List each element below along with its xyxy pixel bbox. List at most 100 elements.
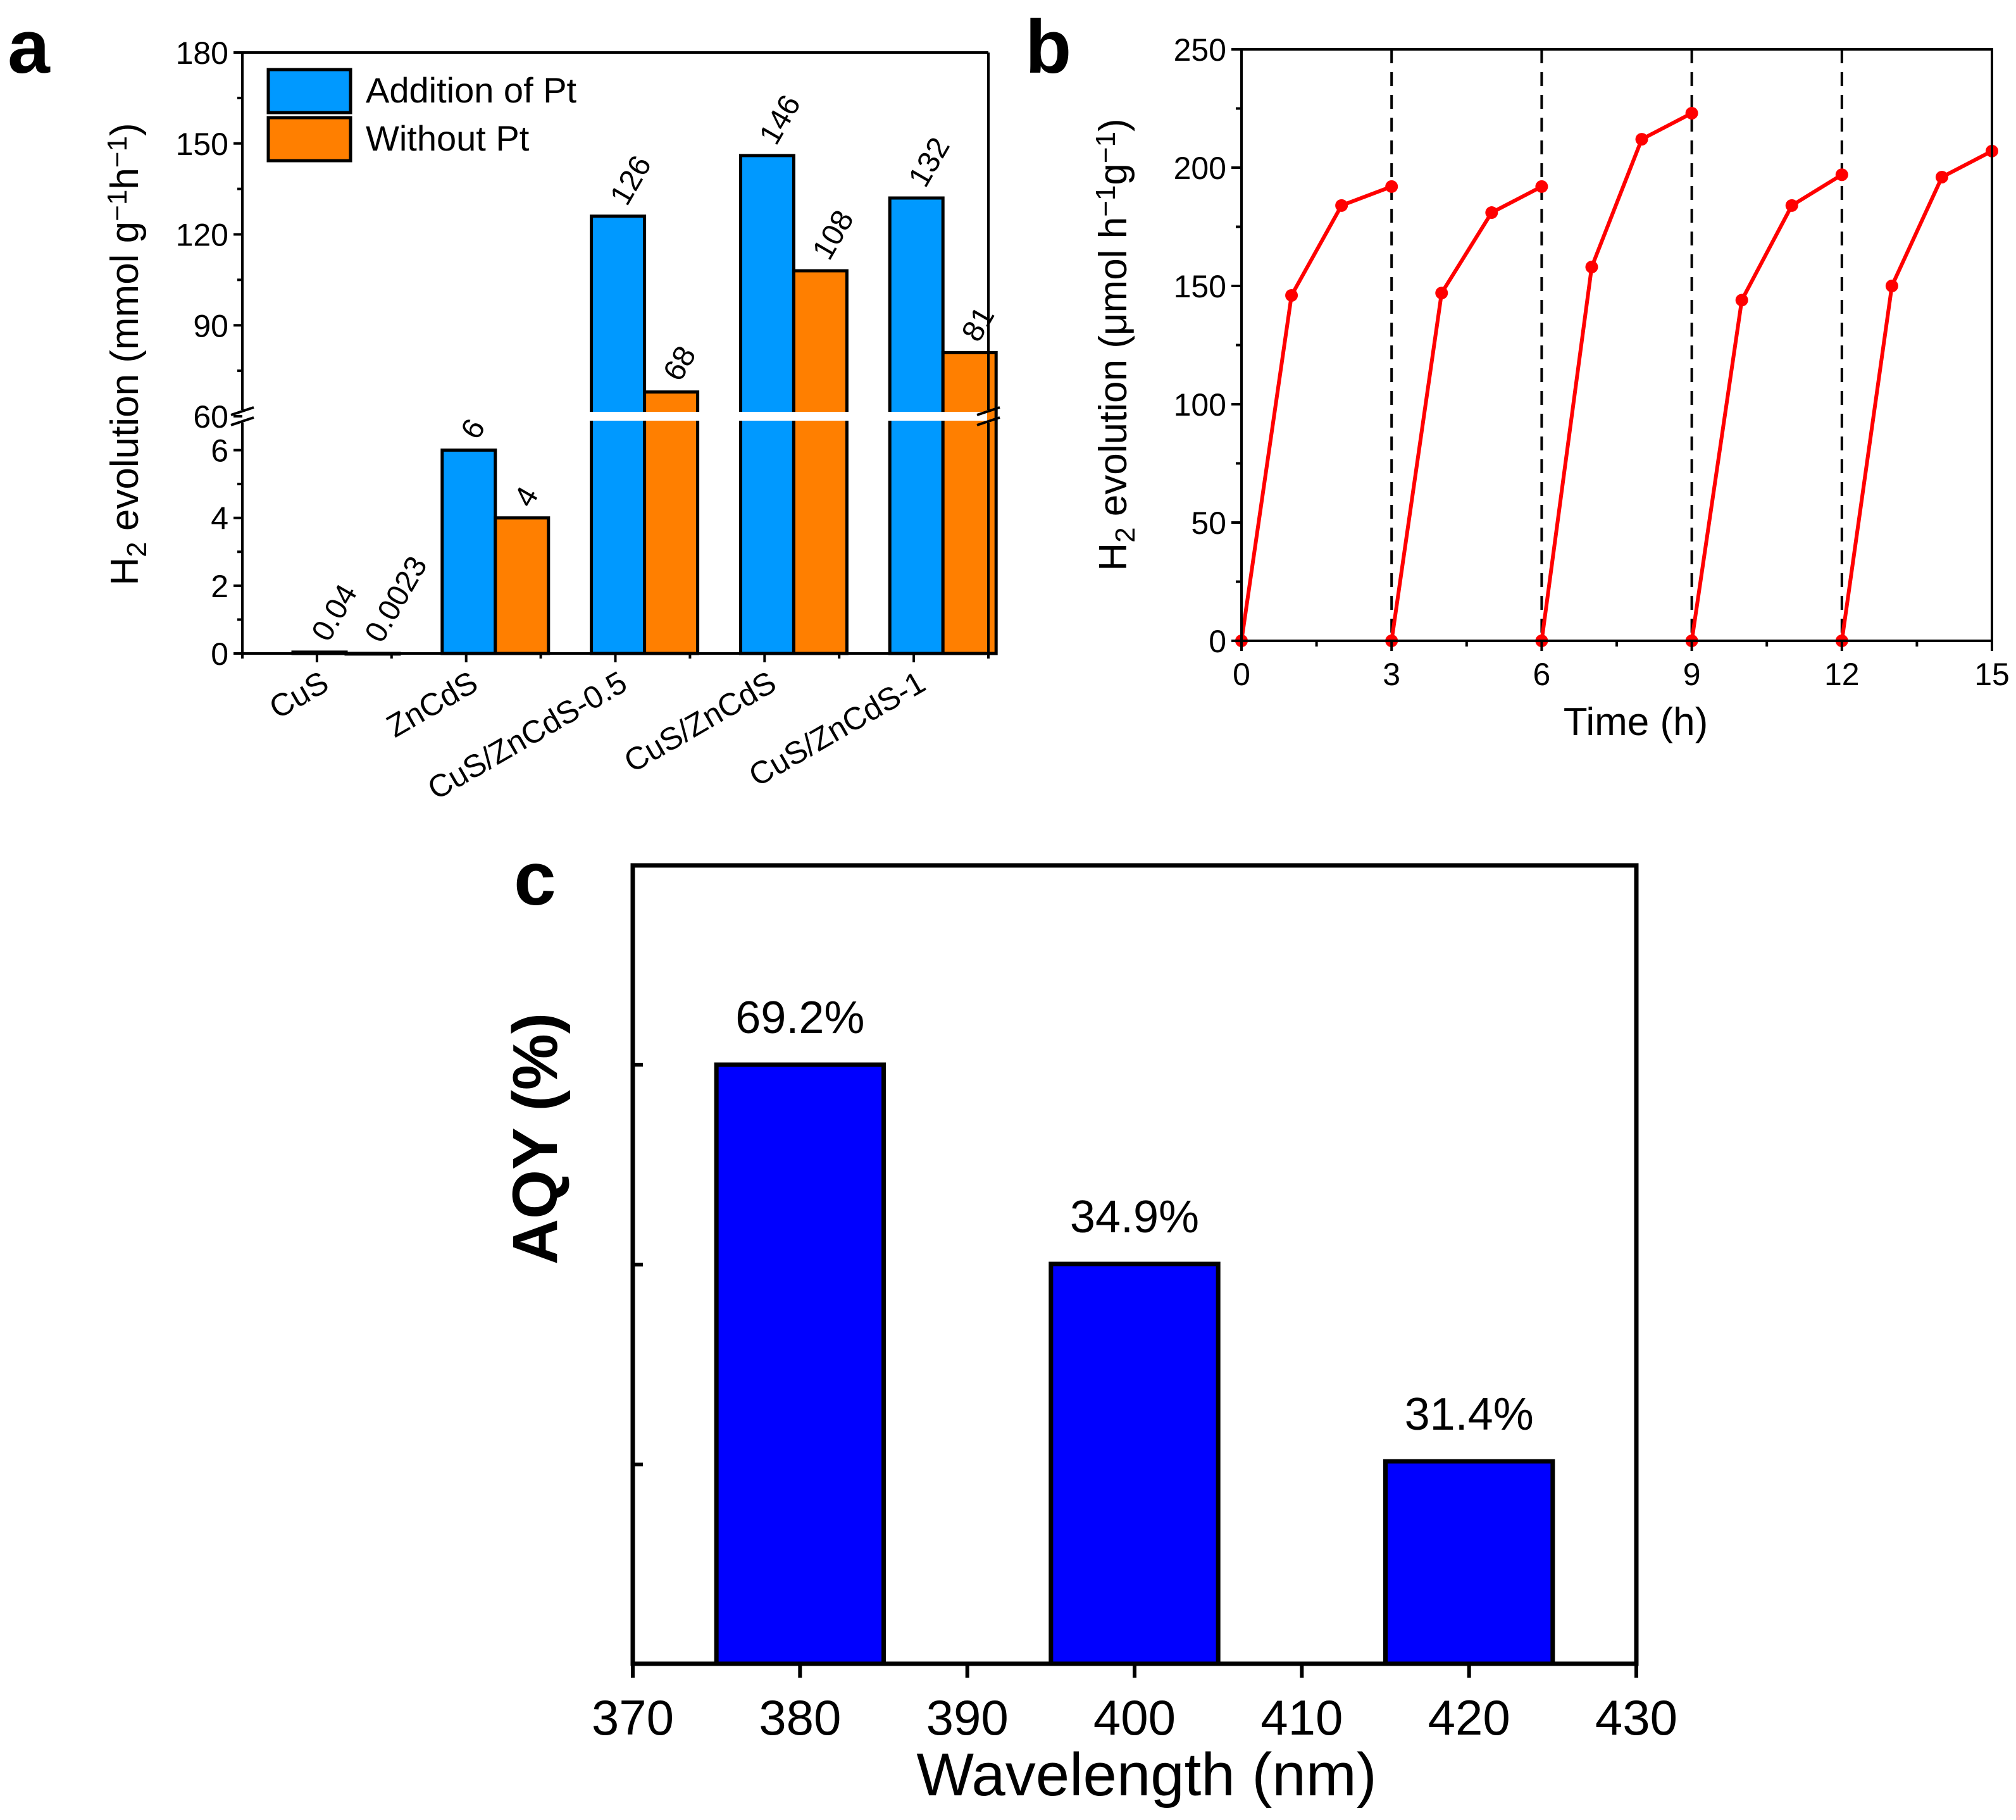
x-tick-label-410: 410 <box>1260 1690 1343 1745</box>
data-point-t12-197 <box>1835 168 1848 182</box>
y-tick-label-150: 150 <box>1174 269 1226 304</box>
data-point-t10-144 <box>1735 294 1748 307</box>
bar-addition-of-pt-zncds <box>440 449 497 655</box>
axis-title-part: ) <box>1092 118 1135 132</box>
bar-without-pt-cus-zncds-0-5 <box>643 390 700 655</box>
bar-addition-of-pt-cus-zncds-1 <box>888 196 945 655</box>
axis-break-band <box>544 412 987 421</box>
panel-c-bars: 69.2% 34.9% 31.4% <box>714 993 1555 1666</box>
bar-addition-of-pt-cus-zncds <box>738 154 795 655</box>
legend-swatch-without-pt <box>266 116 352 163</box>
data-point-t1-146 <box>1285 288 1298 302</box>
panel-label-b: b <box>1025 4 1071 89</box>
y-tick-label-120: 120 <box>176 218 228 253</box>
bar-addition-of-pt-cus-zncds-0-5 <box>590 214 647 655</box>
data-label-without-pt-cus-zncds-0-5: 68 <box>657 340 703 387</box>
x-tick-label-390: 390 <box>926 1690 1009 1745</box>
data-point-t11-184 <box>1785 199 1798 212</box>
axis-title-part: −1 <box>1090 132 1121 163</box>
panel-b-x-axis-title: Time (h) <box>1564 700 1708 744</box>
panel-label-c: c <box>514 836 556 921</box>
panel-c-x-axis-title: Wavelength (nm) <box>916 1741 1376 1809</box>
x-tick-label-zncds: ZnCdS <box>380 664 483 744</box>
panel-a-y-axis-title: H2 evolution (mmol g−1h−1) <box>102 123 152 585</box>
y-tick-label-60: 60 <box>193 399 228 435</box>
axis-title-part: evolution (mmol g <box>103 221 147 542</box>
y-tick-label-6: 6 <box>211 433 228 469</box>
data-point-t2-184 <box>1335 199 1348 212</box>
axis-title-part: −1 <box>102 136 133 168</box>
y-tick-label-250: 250 <box>1174 32 1226 68</box>
x-tick-label-12: 12 <box>1824 657 1860 692</box>
legend-label-addition-of-pt: Addition of Pt <box>366 70 577 110</box>
panel-b-series <box>1235 106 1998 647</box>
panel-b-cycle-lines <box>1390 49 1843 641</box>
panel-c: c 69.2%34.9%31.4% 370 380 390 400 410 420 430 … <box>500 836 1677 1809</box>
data-point-t14-196 <box>1935 170 1948 183</box>
y-tick-label-4: 4 <box>211 501 228 536</box>
series-line-cycle-3 <box>1540 111 1693 641</box>
series-line-cycle-5 <box>1839 149 1993 641</box>
data-label-addition-of-pt-cus-zncds-0-5: 126 <box>604 150 658 211</box>
data-label-without-pt-zncds: 4 <box>507 481 545 513</box>
data-point-t5-181 <box>1485 206 1498 220</box>
x-tick-label-370: 370 <box>592 1690 674 1745</box>
data-point-t7-158 <box>1585 261 1598 274</box>
bar-420nm <box>1383 1459 1555 1666</box>
x-tick-label-430: 430 <box>1595 1690 1677 1745</box>
series-line-cycle-4 <box>1689 173 1843 641</box>
panel-b-y-axis-title: H2 evolution (μmol h−1g−1) <box>1090 118 1141 571</box>
axis-title-part: H <box>103 557 147 586</box>
axis-title-part: −1 <box>102 190 133 221</box>
axis-title-part: h <box>103 168 147 189</box>
y-tick-label-50: 50 <box>1191 505 1226 541</box>
data-point-t8-212 <box>1635 133 1648 146</box>
x-tick-label-9: 9 <box>1683 657 1701 692</box>
y-tick-label-180: 180 <box>176 35 228 71</box>
series-line-cycle-2 <box>1390 185 1543 641</box>
data-point-t4-147 <box>1435 287 1448 300</box>
legend-swatch-addition-of-pt <box>266 68 352 115</box>
y-tick-label-2: 2 <box>211 569 228 604</box>
x-tick-label-380: 380 <box>759 1690 841 1745</box>
legend-label-without-pt: Without Pt <box>366 118 530 158</box>
series-line-cycle-1 <box>1240 185 1393 641</box>
y-tick-label-0: 0 <box>1209 624 1226 659</box>
data-label-without-pt-cus: 0.0023 <box>359 551 434 648</box>
panel-label-a: a <box>8 4 51 89</box>
axis-title-part: evolution (μmol h <box>1092 217 1135 528</box>
y-tick-label-150: 150 <box>176 127 228 162</box>
data-label-addition-of-pt-cus: 0.04 <box>306 579 364 647</box>
x-tick-label-cus: CuS <box>263 664 334 726</box>
x-tick-label-3: 3 <box>1383 657 1400 692</box>
x-tick-label-15: 15 <box>1974 657 2010 692</box>
y-tick-label-90: 90 <box>193 308 228 344</box>
data-label-without-pt-cus-zncds-1: 81 <box>955 301 1002 347</box>
x-tick-label-0: 0 <box>1233 657 1250 692</box>
plot-frame <box>1240 48 1993 642</box>
x-tick-label-6: 6 <box>1533 657 1550 692</box>
x-tick-label-420: 420 <box>1428 1690 1510 1745</box>
data-label-addition-of-pt-cus-zncds: 146 <box>753 90 807 151</box>
bar-400nm <box>1048 1261 1221 1666</box>
data-point-t9-223 <box>1685 106 1698 120</box>
axis-title-part: H <box>1092 543 1135 571</box>
break-mark-left-2 <box>230 416 254 426</box>
y-tick-label-100: 100 <box>1174 387 1226 423</box>
panel-c-axes: 370 380 390 400 410 420 430 <box>592 863 1677 1745</box>
axis-title-part: −1 <box>1090 185 1121 217</box>
bar-380nm <box>714 1062 886 1666</box>
data-point-t3-192 <box>1385 180 1398 193</box>
break-mark-right-1 <box>976 406 1000 416</box>
data-label-420nm: 31.4% <box>1405 1389 1534 1440</box>
data-label-without-pt-cus-zncds: 108 <box>806 205 861 266</box>
data-point-t6-192 <box>1535 180 1548 193</box>
panel-a-bars <box>291 154 998 656</box>
axis-title-part: g <box>1092 163 1135 185</box>
axis-title-part: 2 <box>1110 527 1141 542</box>
x-tick-label-400: 400 <box>1093 1690 1176 1745</box>
